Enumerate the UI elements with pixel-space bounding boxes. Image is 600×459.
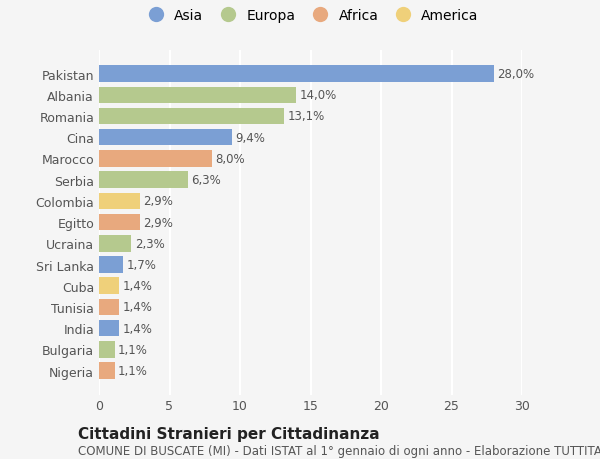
Text: 2,3%: 2,3% bbox=[135, 237, 165, 250]
Text: 6,3%: 6,3% bbox=[191, 174, 221, 187]
Text: 1,1%: 1,1% bbox=[118, 364, 148, 377]
Bar bbox=[99, 278, 119, 294]
Text: 9,4%: 9,4% bbox=[235, 131, 265, 145]
Bar bbox=[99, 193, 140, 210]
Text: 2,9%: 2,9% bbox=[143, 195, 173, 208]
Bar bbox=[99, 151, 212, 168]
Bar bbox=[99, 299, 119, 316]
Text: 1,1%: 1,1% bbox=[118, 343, 148, 356]
Text: 13,1%: 13,1% bbox=[287, 110, 325, 123]
Bar bbox=[99, 257, 123, 273]
Bar bbox=[99, 108, 284, 125]
Text: 14,0%: 14,0% bbox=[300, 89, 337, 102]
Bar bbox=[99, 87, 296, 104]
Text: 1,4%: 1,4% bbox=[122, 280, 152, 293]
Text: 1,4%: 1,4% bbox=[122, 322, 152, 335]
Bar bbox=[99, 235, 131, 252]
Text: 1,7%: 1,7% bbox=[127, 258, 157, 271]
Text: COMUNE DI BUSCATE (MI) - Dati ISTAT al 1° gennaio di ogni anno - Elaborazione TU: COMUNE DI BUSCATE (MI) - Dati ISTAT al 1… bbox=[78, 444, 600, 457]
Bar bbox=[99, 320, 119, 337]
Bar bbox=[99, 172, 188, 189]
Text: 2,9%: 2,9% bbox=[143, 216, 173, 229]
Text: Cittadini Stranieri per Cittadinanza: Cittadini Stranieri per Cittadinanza bbox=[78, 426, 380, 441]
Text: 1,4%: 1,4% bbox=[122, 301, 152, 314]
Legend: Asia, Europa, Africa, America: Asia, Europa, Africa, America bbox=[142, 9, 479, 23]
Bar bbox=[99, 341, 115, 358]
Text: 28,0%: 28,0% bbox=[497, 68, 535, 81]
Bar bbox=[99, 214, 140, 231]
Bar bbox=[99, 363, 115, 379]
Bar bbox=[99, 129, 232, 146]
Text: 8,0%: 8,0% bbox=[215, 152, 245, 166]
Bar bbox=[99, 66, 494, 83]
